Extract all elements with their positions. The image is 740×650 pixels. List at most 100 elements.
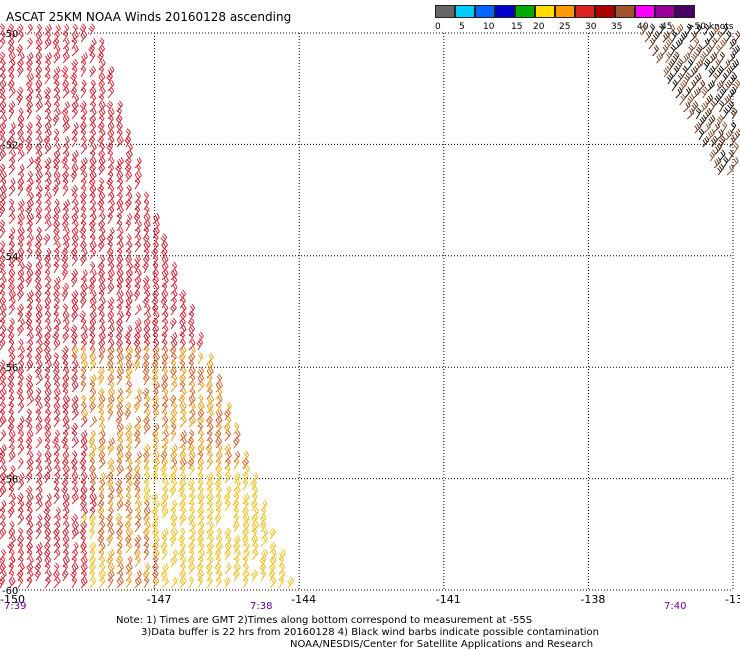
wind-barb — [35, 500, 43, 512]
wind-barb — [161, 548, 168, 561]
legend-swatch — [535, 5, 555, 18]
wind-barb — [107, 254, 115, 267]
wind-barb — [34, 352, 42, 365]
wind-barb — [44, 457, 52, 470]
wind-barb — [676, 58, 684, 71]
wind-barb — [7, 506, 15, 519]
wind-barb — [61, 156, 68, 169]
wind-barb — [125, 429, 133, 442]
wind-barb — [695, 107, 702, 120]
wind-barb — [680, 79, 688, 92]
wind-barb — [232, 499, 240, 512]
wind-barb — [62, 122, 70, 134]
wind-barb — [142, 261, 149, 274]
wind-barb — [17, 576, 24, 589]
wind-barb — [125, 555, 133, 568]
wind-barb — [43, 548, 51, 561]
wind-barb — [179, 464, 186, 477]
wind-barb — [115, 485, 123, 498]
wind-barb — [681, 65, 688, 78]
wind-barb — [160, 233, 168, 246]
wind-barb — [197, 485, 204, 498]
wind-barb — [716, 30, 723, 43]
wind-barb — [684, 86, 692, 99]
wind-barb — [142, 233, 150, 246]
wind-barb — [151, 373, 159, 386]
wind-barb — [53, 44, 61, 57]
wind-barb — [62, 527, 70, 540]
wind-barb — [17, 205, 25, 218]
wind-barb — [711, 37, 718, 50]
wind-barb — [44, 317, 51, 330]
wind-barb — [170, 331, 178, 344]
wind-barb — [79, 226, 87, 239]
wind-barb — [727, 100, 735, 113]
wind-barb — [80, 325, 88, 337]
wind-barb — [53, 534, 61, 547]
wind-barb — [125, 170, 133, 183]
wind-barb — [26, 548, 33, 561]
wind-barb — [25, 184, 33, 197]
legend-label: 20 — [533, 22, 545, 32]
wind-barb — [107, 275, 114, 288]
legend-label: 25 — [559, 22, 571, 32]
wind-barb — [44, 220, 52, 232]
wind-barb — [161, 317, 169, 330]
wind-barb — [125, 457, 133, 470]
wind-barb — [98, 205, 105, 218]
wind-barb — [232, 569, 240, 582]
wind-barb — [35, 212, 42, 225]
wind-barb — [730, 121, 737, 134]
wind-barb — [44, 142, 52, 155]
wind-barb — [251, 541, 259, 554]
wind-barb — [170, 506, 177, 519]
wind-barb — [170, 457, 178, 470]
wind-barb — [35, 254, 43, 267]
wind-barb — [62, 387, 69, 400]
wind-barb — [106, 72, 113, 85]
wind-barb — [116, 577, 124, 589]
wind-barb — [98, 415, 105, 428]
wind-barb — [71, 464, 78, 477]
wind-barb — [116, 353, 124, 365]
wind-barb — [179, 478, 187, 491]
wind-barb — [98, 450, 106, 463]
wind-barb — [215, 415, 223, 428]
wind-barb — [71, 422, 78, 435]
wind-barb — [62, 72, 69, 85]
wind-barb — [52, 436, 59, 449]
wind-barb — [178, 548, 186, 561]
wind-barb — [665, 51, 672, 64]
wind-barb — [224, 534, 232, 547]
wind-barb — [89, 493, 97, 505]
wind-barb — [25, 142, 33, 155]
wind-barb — [8, 527, 16, 540]
wind-barb — [143, 478, 150, 491]
wind-barb — [734, 30, 740, 43]
time-label: 7:40 — [664, 601, 686, 612]
wind-barb — [224, 408, 231, 421]
wind-barb — [733, 44, 740, 57]
wind-barb — [0, 317, 6, 330]
wind-barb — [116, 465, 124, 477]
wind-barb — [233, 422, 240, 435]
wind-barb — [170, 261, 178, 274]
wind-barb — [44, 170, 52, 183]
wind-barb — [106, 177, 114, 190]
y-tick-label: -52 — [2, 140, 18, 151]
wind-barb — [71, 493, 79, 505]
wind-barb — [679, 93, 686, 106]
legend-label: 15 — [511, 22, 523, 32]
wind-barb — [652, 44, 659, 57]
wind-barb — [706, 93, 714, 106]
wind-barb — [35, 65, 43, 78]
wind-barb — [17, 199, 25, 211]
wind-barb — [17, 289, 24, 302]
wind-barb — [80, 401, 87, 414]
wind-barb — [44, 331, 51, 344]
wind-barb — [710, 51, 718, 64]
wind-barb — [214, 562, 222, 575]
wind-barb — [233, 555, 240, 568]
wind-barb — [143, 282, 150, 295]
wind-barb — [0, 289, 6, 302]
